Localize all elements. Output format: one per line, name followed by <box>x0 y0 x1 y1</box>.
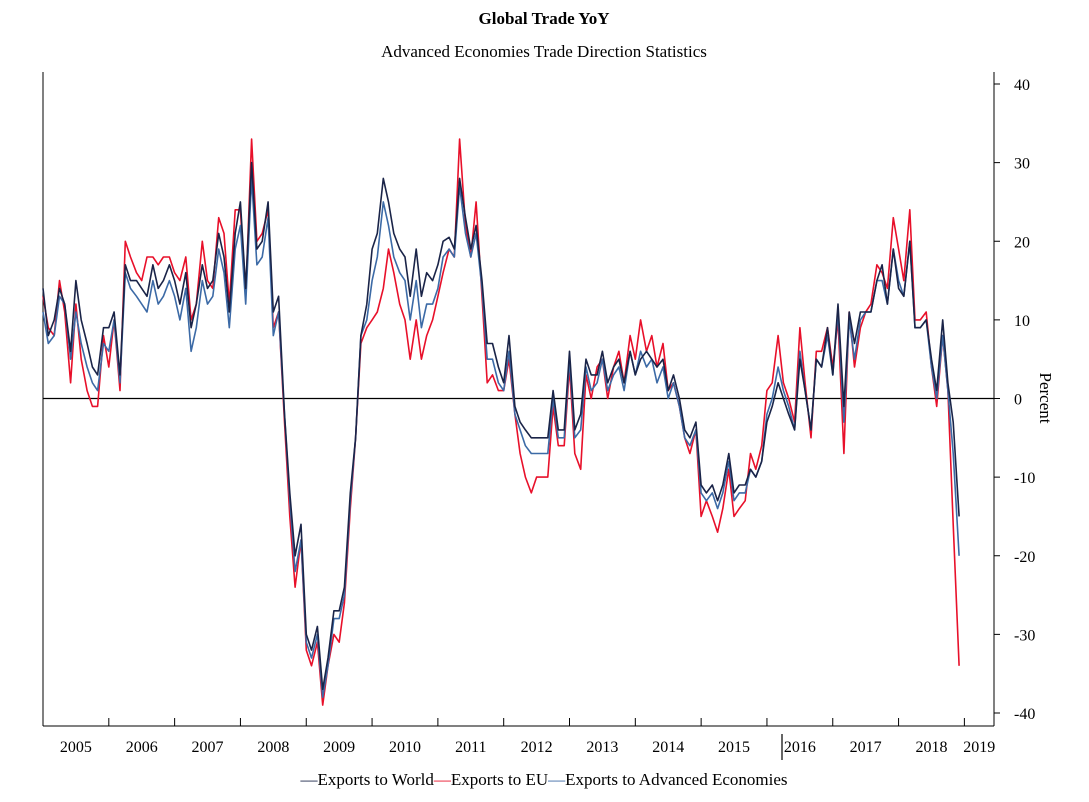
y-tick-label: -40 <box>1014 706 1035 723</box>
y-tick-label: -10 <box>1014 470 1035 487</box>
legend-label-eu: Exports to EU <box>451 770 548 789</box>
series-layer <box>42 138 960 706</box>
y-tick-label: -30 <box>1014 627 1035 644</box>
x-tick-label: 2012 <box>521 739 553 756</box>
x-tick-label: 2007 <box>192 739 224 756</box>
legend-label-advanced: Exports to Advanced Economies <box>565 770 787 789</box>
y-axis-ticks: 40 30 20 10 0 -10 -20 -30 -40 <box>994 77 1035 723</box>
y-tick-label: 10 <box>1014 313 1030 330</box>
x-tick-label: 2010 <box>389 739 421 756</box>
y-tick-label: -20 <box>1014 549 1035 566</box>
x-tick-label: 2009 <box>323 739 355 756</box>
x-tick-label: 2013 <box>586 739 618 756</box>
legend: —Exports to World—Exports to EU—Exports … <box>299 770 787 789</box>
x-tick-label: 2015 <box>718 739 750 756</box>
x-axis-ticks: 2005 2006 2007 2008 2009 2010 2011 2012 2013 2014… <box>60 718 995 756</box>
x-tick-label: 2017 <box>850 739 882 756</box>
x-tick-label: 2019 <box>963 739 995 756</box>
series-line-exports-to-world <box>42 161 960 691</box>
legend-swatch-world: — <box>299 770 318 789</box>
y-tick-label: 30 <box>1014 156 1030 173</box>
legend-label-world: Exports to World <box>317 770 434 789</box>
x-tick-label: 2006 <box>126 739 158 756</box>
x-tick-label: 2005 <box>60 739 92 756</box>
y-tick-label: 20 <box>1014 234 1030 251</box>
chart-subtitle: Advanced Economies Trade Direction Stati… <box>381 42 707 61</box>
x-tick-label: 2011 <box>455 739 486 756</box>
x-tick-label: 2016 <box>784 739 816 756</box>
legend-swatch-advanced: — <box>547 770 566 789</box>
y-axis-label: Percent <box>1036 373 1055 424</box>
y-tick-label: 0 <box>1014 392 1022 409</box>
y-tick-label: 40 <box>1014 77 1030 94</box>
legend-swatch-eu: — <box>433 770 452 789</box>
chart-title: Global Trade YoY <box>479 9 610 28</box>
x-tick-label: 2014 <box>652 739 684 756</box>
x-tick-label: 2018 <box>915 739 947 756</box>
x-tick-label: 2008 <box>257 739 289 756</box>
